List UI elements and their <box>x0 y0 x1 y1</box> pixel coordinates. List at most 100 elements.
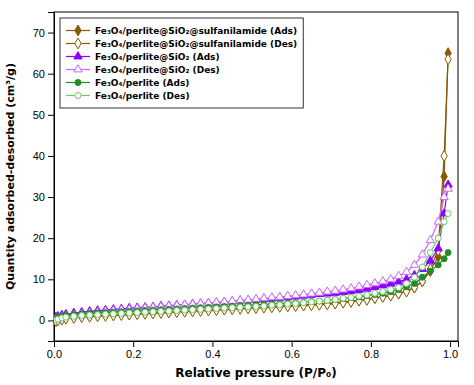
data-point <box>293 301 299 307</box>
legend-item: Fe₃O₄/perlite@SiO₂ (Des) <box>66 65 220 75</box>
y-axis-tick-label: 50 <box>33 109 45 121</box>
data-point <box>252 295 260 302</box>
legend-item: Fe₃O₄/perlite@SiO₂@sulfanilamide (Des) <box>66 38 297 49</box>
data-point <box>87 310 93 321</box>
data-point <box>213 305 219 316</box>
data-point <box>285 301 291 307</box>
data-point <box>411 274 417 280</box>
data-point <box>63 313 69 324</box>
x-axis-tick-label: 0.2 <box>126 348 141 360</box>
data-point <box>268 293 276 300</box>
data-point <box>198 306 204 312</box>
data-point <box>237 303 243 314</box>
data-point <box>87 311 93 322</box>
data-point <box>221 305 227 311</box>
x-axis-tick-mark <box>292 341 293 347</box>
x-axis-tick-label: 1.0 <box>443 348 458 360</box>
data-point <box>293 300 299 306</box>
data-point <box>363 280 371 287</box>
data-point <box>221 303 227 314</box>
y-axis-tick: 10 <box>33 273 54 285</box>
data-point <box>94 310 100 321</box>
data-point <box>63 314 69 320</box>
y-axis-tick-label: 40 <box>33 150 45 162</box>
data-point <box>134 309 140 320</box>
data-point <box>166 307 172 318</box>
data-point <box>229 303 235 314</box>
data-point <box>427 268 433 274</box>
data-point <box>445 211 451 217</box>
x-axis-tick-label: 0.8 <box>364 348 379 360</box>
data-point <box>434 244 442 251</box>
data-point <box>221 304 227 315</box>
x-axis-tick-mark <box>450 341 451 347</box>
data-point <box>174 306 180 317</box>
y-axis-tick: 0 <box>39 314 54 326</box>
data-point <box>174 307 180 318</box>
x-axis-tick: 0.6 <box>284 341 299 360</box>
data-point <box>118 310 124 321</box>
data-point <box>364 292 370 298</box>
data-point <box>394 271 402 278</box>
data-point <box>182 306 188 317</box>
y-axis-tick-mark <box>48 320 54 321</box>
data-point <box>292 300 298 311</box>
data-point <box>110 311 116 317</box>
data-point <box>142 309 148 315</box>
data-point <box>269 301 275 312</box>
data-point <box>158 307 164 318</box>
legend-swatch-marker <box>74 65 82 72</box>
data-point <box>244 295 252 302</box>
series <box>54 184 452 322</box>
data-point <box>189 305 195 316</box>
legend-item: Fe₃O₄/perlite@SiO₂ (Ads) <box>66 52 220 62</box>
data-point <box>379 277 387 284</box>
data-point <box>237 304 243 310</box>
data-point <box>427 250 433 256</box>
y-axis-tick: 40 <box>33 150 54 162</box>
data-point <box>253 302 259 313</box>
plot: 0.00.20.40.60.81.0010203040506070Fe₃O₄/p… <box>33 12 459 360</box>
legend-item: Fe₃O₄/perlite (Des) <box>66 91 190 101</box>
data-point <box>71 313 77 324</box>
series-line <box>56 214 448 321</box>
data-point <box>440 192 448 199</box>
data-point <box>348 295 354 301</box>
data-point <box>197 306 203 317</box>
data-point <box>150 309 156 315</box>
data-point <box>261 301 267 312</box>
data-point <box>347 284 355 291</box>
data-point <box>284 291 292 298</box>
legend-swatch-marker <box>75 25 81 36</box>
data-point <box>166 306 172 317</box>
chart: 0.00.20.40.60.81.0010203040506070Fe₃O₄/p… <box>0 0 474 385</box>
data-point <box>356 293 362 299</box>
series <box>54 250 451 322</box>
legend-frame <box>60 18 303 108</box>
data-point <box>332 296 338 302</box>
data-point <box>445 250 451 256</box>
data-point <box>126 310 132 316</box>
data-point <box>237 303 243 314</box>
data-point <box>301 300 307 306</box>
data-point <box>126 309 132 320</box>
data-point <box>340 295 346 301</box>
data-point <box>189 306 195 317</box>
data-point <box>300 299 306 310</box>
x-axis-tick: 1.0 <box>443 341 458 360</box>
data-point <box>79 311 85 322</box>
data-point <box>229 305 235 311</box>
data-point <box>245 302 251 313</box>
data-point <box>245 304 251 310</box>
x-axis-tick-mark <box>212 341 213 347</box>
data-point <box>71 313 77 319</box>
data-point <box>245 303 251 314</box>
data-point <box>205 304 211 315</box>
series-line <box>56 185 448 317</box>
x-axis-tick: 0.0 <box>47 341 62 360</box>
data-point <box>371 279 379 286</box>
data-point <box>253 303 259 314</box>
data-point <box>285 300 291 306</box>
data-point <box>236 295 244 302</box>
y-axis-tick-label: 0 <box>39 314 45 326</box>
